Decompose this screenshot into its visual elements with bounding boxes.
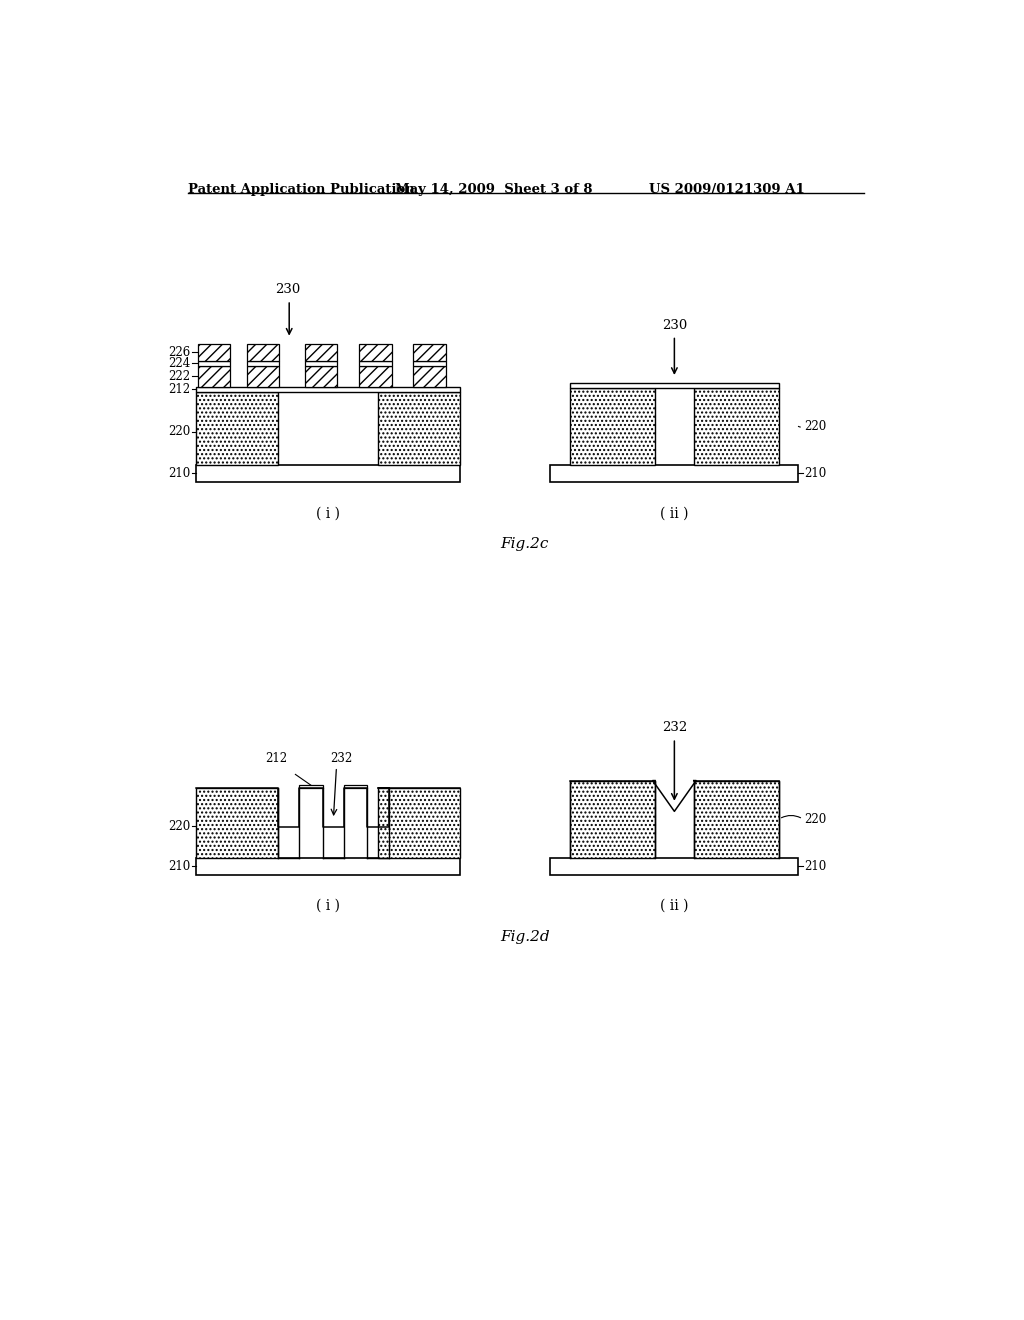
Text: Patent Application Publication: Patent Application Publication — [188, 183, 415, 197]
Bar — [414, 360, 445, 366]
Bar — [414, 366, 445, 387]
Text: 222: 222 — [168, 370, 190, 383]
Bar — [197, 387, 460, 392]
Text: 212: 212 — [265, 752, 288, 766]
Text: 220: 220 — [805, 813, 826, 825]
Text: 232: 232 — [662, 721, 687, 734]
Bar — [197, 788, 278, 858]
Bar — [247, 360, 280, 366]
Text: Fig.2d: Fig.2d — [500, 929, 550, 944]
Text: ( ii ): ( ii ) — [660, 899, 688, 913]
Text: 210: 210 — [805, 859, 826, 873]
Bar — [344, 785, 368, 788]
Bar — [198, 345, 230, 360]
Text: 226: 226 — [168, 346, 190, 359]
Bar — [569, 383, 779, 388]
Text: 210: 210 — [168, 859, 190, 873]
Bar — [550, 858, 799, 875]
Bar — [693, 388, 779, 465]
Bar — [378, 392, 460, 465]
Bar — [247, 366, 280, 387]
Text: 230: 230 — [275, 284, 300, 296]
Text: 220: 220 — [168, 820, 190, 833]
Bar — [197, 465, 460, 482]
Text: 230: 230 — [662, 318, 687, 331]
Bar — [247, 345, 280, 360]
Bar — [550, 465, 799, 482]
Bar — [197, 858, 460, 875]
Text: 232: 232 — [331, 752, 352, 766]
Bar — [299, 785, 323, 788]
Bar — [198, 366, 230, 387]
Bar — [378, 788, 460, 858]
Bar — [693, 780, 779, 858]
Text: 220: 220 — [168, 425, 190, 438]
Bar — [305, 345, 337, 360]
Bar — [305, 366, 337, 387]
Text: 224: 224 — [168, 356, 190, 370]
Bar — [359, 360, 391, 366]
Bar — [359, 366, 391, 387]
Text: May 14, 2009  Sheet 3 of 8: May 14, 2009 Sheet 3 of 8 — [395, 183, 593, 197]
Text: Fig.2c: Fig.2c — [501, 537, 549, 552]
Text: 212: 212 — [168, 383, 190, 396]
Text: ( ii ): ( ii ) — [660, 507, 688, 520]
Text: US 2009/0121309 A1: US 2009/0121309 A1 — [649, 183, 805, 197]
Text: 220: 220 — [805, 420, 826, 433]
Text: ( i ): ( i ) — [316, 899, 340, 913]
Bar — [569, 780, 655, 858]
Bar — [305, 360, 337, 366]
Text: 210: 210 — [168, 467, 190, 480]
Bar — [359, 345, 391, 360]
Text: ( i ): ( i ) — [316, 507, 340, 520]
Bar — [569, 388, 655, 465]
Bar — [414, 345, 445, 360]
Bar — [198, 360, 230, 366]
Bar — [197, 392, 278, 465]
Text: 210: 210 — [805, 467, 826, 480]
